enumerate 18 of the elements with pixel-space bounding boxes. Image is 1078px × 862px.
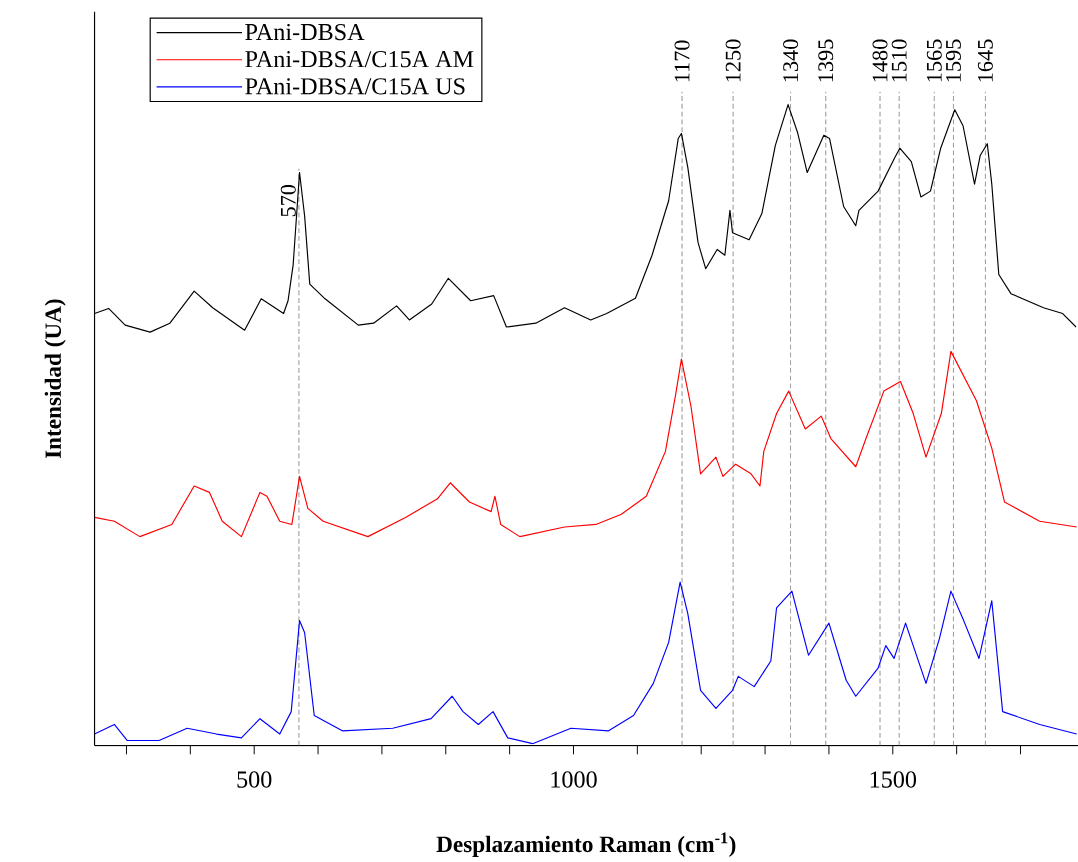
x-tick-label: 1000 [551, 771, 597, 788]
ref-line-label: 1395 [818, 39, 834, 82]
y-axis-title: Intensidad (UA) [44, 299, 66, 459]
x-tick-label: 500 [237, 771, 272, 788]
ref-line-label: 1170 [674, 40, 690, 82]
ref-line-label: 1250 [725, 39, 741, 82]
legend-label: PAni-DBSA/C15A AM [245, 51, 474, 68]
ref-line-label: 1595 [945, 39, 961, 82]
ref-line-label: 1480 [872, 39, 888, 82]
ref-line-label: 570 [280, 184, 296, 217]
x-axis-title: Desplazamiento Raman (cm$^{-1}$) [436, 832, 736, 857]
ref-line-label: 1340 [783, 39, 799, 82]
ref-line-label: 1645 [977, 39, 993, 82]
ref-line-label: 1510 [891, 39, 907, 82]
ref-line-label: 1565 [926, 39, 942, 82]
x-tick-label: 1500 [870, 771, 917, 788]
legend-label: PAni-DBSA [245, 23, 365, 41]
legend-label: PAni-DBSA/C15A US [245, 78, 465, 95]
